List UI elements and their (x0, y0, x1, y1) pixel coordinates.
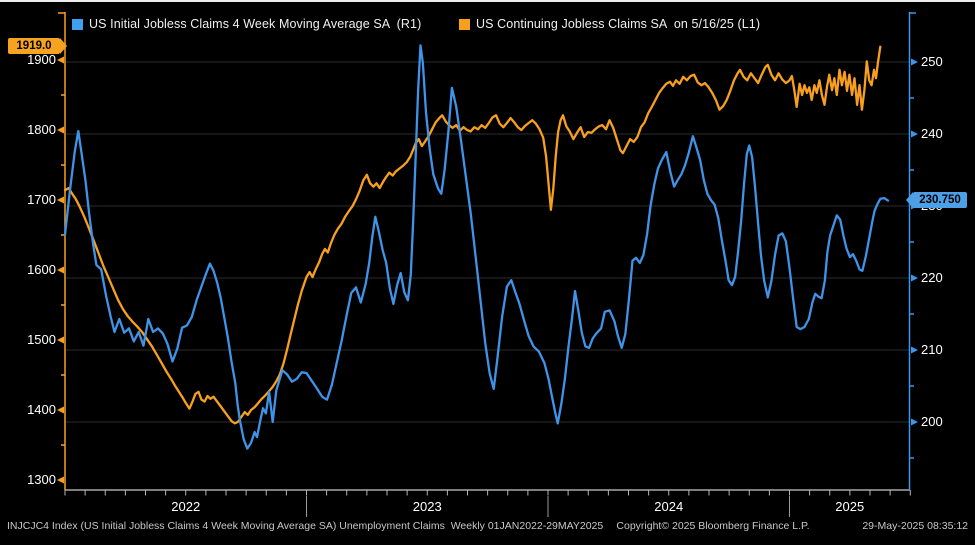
right-axis-major-tick (911, 130, 918, 138)
left-axis-tick-label: 1700 (27, 192, 56, 207)
left-axis-tick-label: 1300 (27, 472, 56, 487)
right-axis-tick-label: 240 (921, 126, 943, 141)
x-axis-year-label: 2025 (835, 499, 865, 514)
left-axis-tick-label: 1900 (27, 52, 56, 67)
left-axis-major-tick (57, 56, 64, 64)
x-axis-year-label: 2023 (412, 499, 442, 514)
last-value-badge-initial-claims: 230.750 (906, 192, 967, 208)
left-axis-major-tick (57, 196, 64, 204)
x-axis-year-label: 2024 (654, 499, 684, 514)
left-axis-major-tick (57, 126, 64, 134)
left-axis-tick-label: 1500 (27, 332, 56, 347)
right-axis-major-tick (911, 274, 918, 282)
last-value-badge-continuing-claims: 1919.0 (8, 38, 67, 54)
legend-swatch-orange-icon (459, 18, 470, 30)
left-axis-major-tick (57, 476, 64, 484)
left-axis-major-tick (57, 266, 64, 274)
legend-item-continuing-claims[interactable]: US Continuing Jobless Claims SA on 5/16/… (459, 16, 760, 32)
timestamp-text: 29-May-2025 08:35:12 (862, 520, 968, 532)
x-axis-year-label: 2022 (171, 499, 201, 514)
left-axis-major-tick (57, 406, 64, 414)
initial-claims-line[interactable] (63, 44, 890, 450)
right-axis-tick-label: 200 (921, 414, 943, 429)
window-top-border (0, 0, 975, 2)
legend-item-initial-claims[interactable]: US Initial Jobless Claims 4 Week Moving … (72, 16, 421, 32)
right-axis-tick-label: 220 (921, 270, 943, 285)
legend-label-continuing-claims: US Continuing Jobless Claims SA on 5/16/… (476, 17, 761, 31)
right-axis-major-tick (911, 58, 918, 66)
right-axis-major-tick (911, 418, 918, 426)
left-axis-tick-label: 1600 (27, 262, 56, 277)
legend-label-initial-claims: US Initial Jobless Claims 4 Week Moving … (89, 17, 422, 31)
right-axis-major-tick (911, 346, 918, 354)
left-axis-tick-label: 1400 (27, 402, 56, 417)
security-description-text: INJCJC4 Index (US Initial Jobless Claims… (7, 520, 604, 532)
copyright-text: Copyright© 2025 Bloomberg Finance L.P. (616, 520, 810, 532)
legend-swatch-blue-icon (72, 18, 83, 30)
left-axis-tick-label: 1800 (27, 122, 56, 137)
right-axis-tick-label: 210 (921, 342, 943, 357)
continuing-claims-line[interactable] (63, 45, 882, 425)
right-axis-tick-label: 250 (921, 54, 943, 69)
left-axis-major-tick (57, 336, 64, 344)
